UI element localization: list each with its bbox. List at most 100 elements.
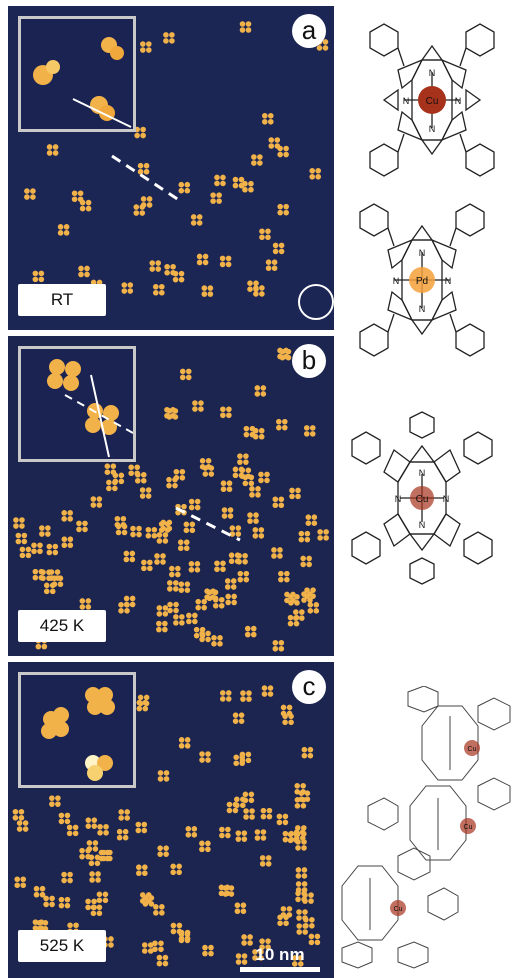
molecule-spot (33, 885, 40, 892)
molecule-spot (170, 863, 176, 870)
molecule-spot (184, 587, 191, 593)
molecule-spot (267, 685, 274, 691)
scale-bar-line (240, 967, 320, 972)
molecule-spot (19, 517, 25, 523)
panel-letter-b: b (292, 344, 326, 378)
molecule-spot (147, 948, 154, 954)
molecule-spot (183, 527, 190, 534)
svg-text:N: N (403, 96, 410, 106)
molecule-spot (261, 685, 268, 691)
molecule-spot (178, 935, 185, 942)
molecule-spot (140, 41, 146, 47)
molecule-spot (241, 934, 247, 940)
inset-b (18, 346, 136, 462)
molecule-spot (107, 849, 113, 856)
molecule-spot (142, 901, 149, 907)
molecule-spot (85, 598, 92, 604)
molecule-spot (188, 560, 195, 567)
molecule-spot (191, 826, 198, 832)
molecule-spot (243, 431, 250, 438)
molecule-spot (121, 529, 128, 536)
molecule-spot (167, 607, 173, 614)
molecule-spot (301, 845, 307, 851)
molecule-spot (225, 832, 231, 839)
molecule-spot (252, 955, 258, 961)
molecule-spot (72, 824, 79, 831)
molecule-spot (232, 466, 239, 473)
molecule-spot (136, 705, 143, 712)
molecule-spot (49, 901, 55, 908)
molecule-spot (248, 797, 255, 804)
molecule-spot (82, 520, 88, 527)
molecule-spot (284, 570, 290, 577)
molecule-spot (301, 881, 308, 887)
molecule-spot (277, 203, 283, 210)
molecule-spot (301, 867, 308, 873)
molecule-spot (16, 826, 23, 832)
molecule-spot (156, 532, 163, 538)
molecule-spot (16, 820, 23, 826)
molecule-spot (156, 611, 163, 617)
molecule-spot (173, 601, 179, 608)
molecule-spot (104, 469, 111, 475)
molecule-spot (184, 581, 191, 587)
molecule-spot (176, 863, 182, 870)
molecule-spot (221, 513, 228, 519)
molecule-spot (240, 796, 246, 803)
molecule-spot (278, 570, 284, 577)
molecule-spot (232, 718, 239, 724)
molecule-spot (39, 525, 45, 531)
molecule-spot (234, 902, 241, 909)
molecule-spot (40, 569, 46, 576)
molecule-spot (106, 479, 112, 486)
molecule-spot (38, 270, 45, 277)
molecule-spot (322, 45, 329, 51)
molecule-spot (241, 836, 248, 842)
molecule-spot (295, 487, 301, 494)
molecule-spot (15, 538, 22, 545)
molecule-spot (288, 830, 295, 837)
molecule-spot (166, 482, 172, 489)
molecule-spot (297, 961, 304, 967)
molecule-spot (192, 406, 198, 412)
molecule-spot (61, 510, 67, 516)
molecule-spot (265, 259, 272, 265)
molecule-spot (230, 584, 237, 590)
molecule-spot (249, 808, 255, 814)
molecule-spot (195, 604, 202, 611)
molecule-spot (248, 474, 255, 481)
molecule-spot (162, 605, 169, 611)
molecule-spot (290, 597, 296, 604)
molecule-spot (226, 406, 232, 413)
scale-bar: 10 nm (240, 945, 320, 972)
molecule-spot (205, 636, 211, 643)
molecule-spot (232, 182, 239, 189)
molecule-spot (66, 830, 73, 837)
molecule-spot (224, 884, 231, 891)
molecule-spot (237, 576, 244, 583)
molecule-spot (294, 803, 301, 809)
molecule-spot (252, 949, 258, 955)
molecule-spot (139, 204, 146, 210)
molecule-spot (219, 696, 226, 702)
molecule-spot (96, 904, 103, 911)
molecule-spot (89, 871, 95, 877)
molecule-spot (146, 41, 152, 47)
molecule-spot (116, 834, 123, 841)
molecule-spot (67, 871, 73, 878)
molecule-spot (79, 205, 86, 212)
molecule-spot (183, 521, 190, 528)
molecule-spot (162, 538, 169, 544)
molecule-spot (183, 539, 190, 546)
molecule-spot (284, 591, 290, 598)
molecule-spot (178, 270, 185, 277)
molecule-1-center-atom: Cu (426, 96, 439, 107)
molecule-spot (238, 176, 245, 183)
molecule-spot (64, 818, 71, 825)
molecule-spot (179, 474, 186, 481)
molecule-spot (259, 291, 265, 297)
molecule-spot (163, 32, 169, 38)
molecule-spot (207, 285, 214, 291)
molecule-spot (259, 228, 265, 235)
molecule-spot (208, 471, 215, 477)
